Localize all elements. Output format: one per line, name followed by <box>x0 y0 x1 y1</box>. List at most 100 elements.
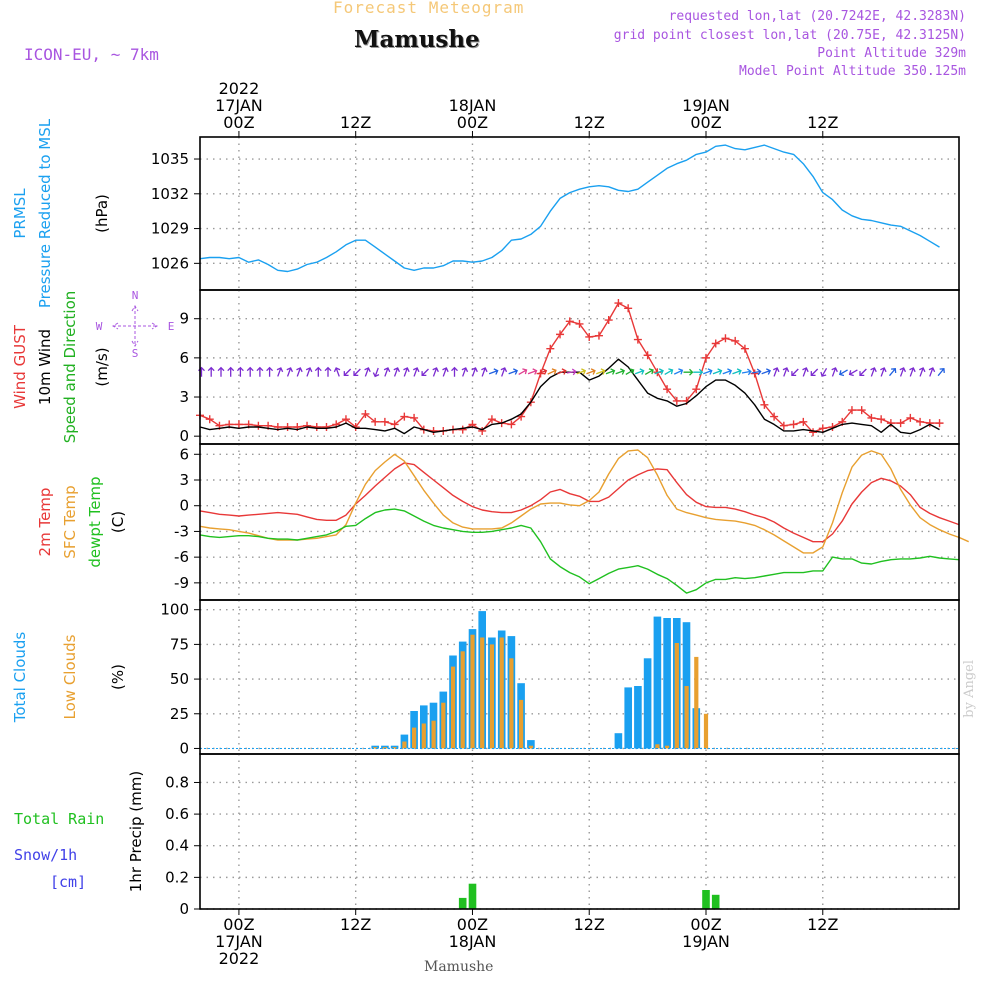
wind-arrow <box>605 368 616 375</box>
y-tick-label: 3 <box>179 471 189 489</box>
gust-point <box>818 424 827 433</box>
bar <box>703 713 709 749</box>
gust-point <box>478 426 487 435</box>
gust-point <box>760 400 769 409</box>
wind-arrow-shape <box>839 369 848 377</box>
wind-arrow <box>693 368 704 376</box>
model-altitude: Model Point Altitude 350.125m <box>739 64 966 79</box>
time-label-top: 18JAN <box>449 96 497 115</box>
time-label-bottom: 2022 <box>219 949 260 968</box>
y-axis-label: Low Clouds <box>61 634 79 719</box>
wind-arrow <box>527 368 538 375</box>
time-label-bottom: 17JAN <box>215 932 263 951</box>
y-axis-label: 2m Temp <box>36 488 54 557</box>
gust-point <box>410 413 419 422</box>
bar <box>674 643 679 749</box>
wind-arrow-shape <box>928 367 936 377</box>
wind-arrow <box>586 368 596 375</box>
y-tick-label: 0.8 <box>165 773 189 791</box>
compass-south: S <box>132 347 139 360</box>
wind-arrow-shape <box>802 367 809 377</box>
y-tick-label: 0 <box>179 427 189 445</box>
wind-arrow <box>880 367 887 377</box>
wind-arrow-shape <box>471 367 478 377</box>
bar <box>421 723 426 749</box>
time-label-bottom: 00Z <box>690 915 721 934</box>
wind-arrow-shape <box>488 368 499 375</box>
gust-point <box>731 336 740 345</box>
gust-point <box>390 420 399 429</box>
bar <box>614 733 623 749</box>
y-tick-label: 0.4 <box>165 837 189 855</box>
y-axis-unit: (C) <box>109 511 127 533</box>
wind-arrow-shape <box>831 367 838 377</box>
wind-arrow <box>722 368 733 375</box>
bar <box>519 699 524 749</box>
wind-arrow-shape <box>508 368 518 375</box>
y-tick-label: 9 <box>179 310 189 328</box>
y-axis-unit: (%) <box>109 664 127 690</box>
wind-arrow-shape <box>246 366 254 377</box>
y-axis-label: 10m Wind <box>36 329 54 405</box>
wind-arrow-shape <box>286 367 294 377</box>
panel-frame <box>199 599 960 755</box>
gust-point <box>896 419 905 428</box>
gust-point <box>672 396 681 405</box>
gust-point <box>643 351 652 360</box>
y-axis-unit: (m/s) <box>93 347 111 386</box>
wind-arrow-shape <box>256 366 264 377</box>
gust-point <box>312 423 321 432</box>
y-tick-label: -3 <box>174 522 189 540</box>
wind-arrow-shape <box>576 368 587 375</box>
wind-arrow-shape <box>566 368 577 376</box>
y-axis-unit: (hPa) <box>93 194 111 233</box>
bar <box>392 747 397 749</box>
bar <box>663 618 671 749</box>
gust-point <box>361 409 370 418</box>
gust-point <box>546 344 555 353</box>
time-label-top: 00Z <box>223 113 254 132</box>
wind-arrow-shape <box>372 367 380 378</box>
gust-point <box>721 334 730 343</box>
gust-point <box>536 369 545 378</box>
y-tick-label: 0 <box>179 497 189 515</box>
bar <box>528 745 533 749</box>
wind-arrow <box>909 367 916 377</box>
y-tick-label: 3 <box>179 388 189 406</box>
wind-arrow-shape <box>773 367 780 377</box>
wind-arrow <box>751 368 762 376</box>
bar <box>624 687 632 749</box>
wind-arrow <box>782 367 790 377</box>
bar <box>655 744 660 749</box>
gust-point <box>770 412 779 421</box>
gust-point <box>857 406 866 415</box>
wind-arrow <box>919 367 926 377</box>
wind-arrow-shape <box>937 368 945 377</box>
wind-arrow <box>372 367 380 378</box>
gust-point <box>400 412 409 421</box>
wind-arrow <box>217 366 225 377</box>
gust-point <box>604 316 613 325</box>
wind-arrow-shape <box>644 368 654 376</box>
wind-arrow-shape <box>518 368 528 376</box>
wind-arrow-shape <box>266 366 274 377</box>
wind-arrow-shape <box>820 367 828 377</box>
wind-arrow-shape <box>413 367 420 377</box>
gust-point <box>565 317 574 326</box>
wind-arrow <box>557 368 567 375</box>
time-label-top: 17JAN <box>215 96 263 115</box>
wind-arrow-shape <box>848 369 858 377</box>
gust-point <box>779 421 788 430</box>
wind-arrow <box>820 367 828 377</box>
wind-arrow-shape <box>421 368 429 377</box>
wind-arrow-shape <box>673 368 684 375</box>
gust-point <box>935 419 944 428</box>
wind-arrow <box>324 366 332 377</box>
wind-arrow <box>207 366 215 377</box>
bar <box>441 702 446 749</box>
wind-arrow <box>432 367 439 377</box>
rain-legend: Total Rain <box>14 810 104 828</box>
y-tick-label: 0 <box>179 900 189 918</box>
panel-frame <box>199 289 960 445</box>
wind-arrow <box>889 368 897 377</box>
